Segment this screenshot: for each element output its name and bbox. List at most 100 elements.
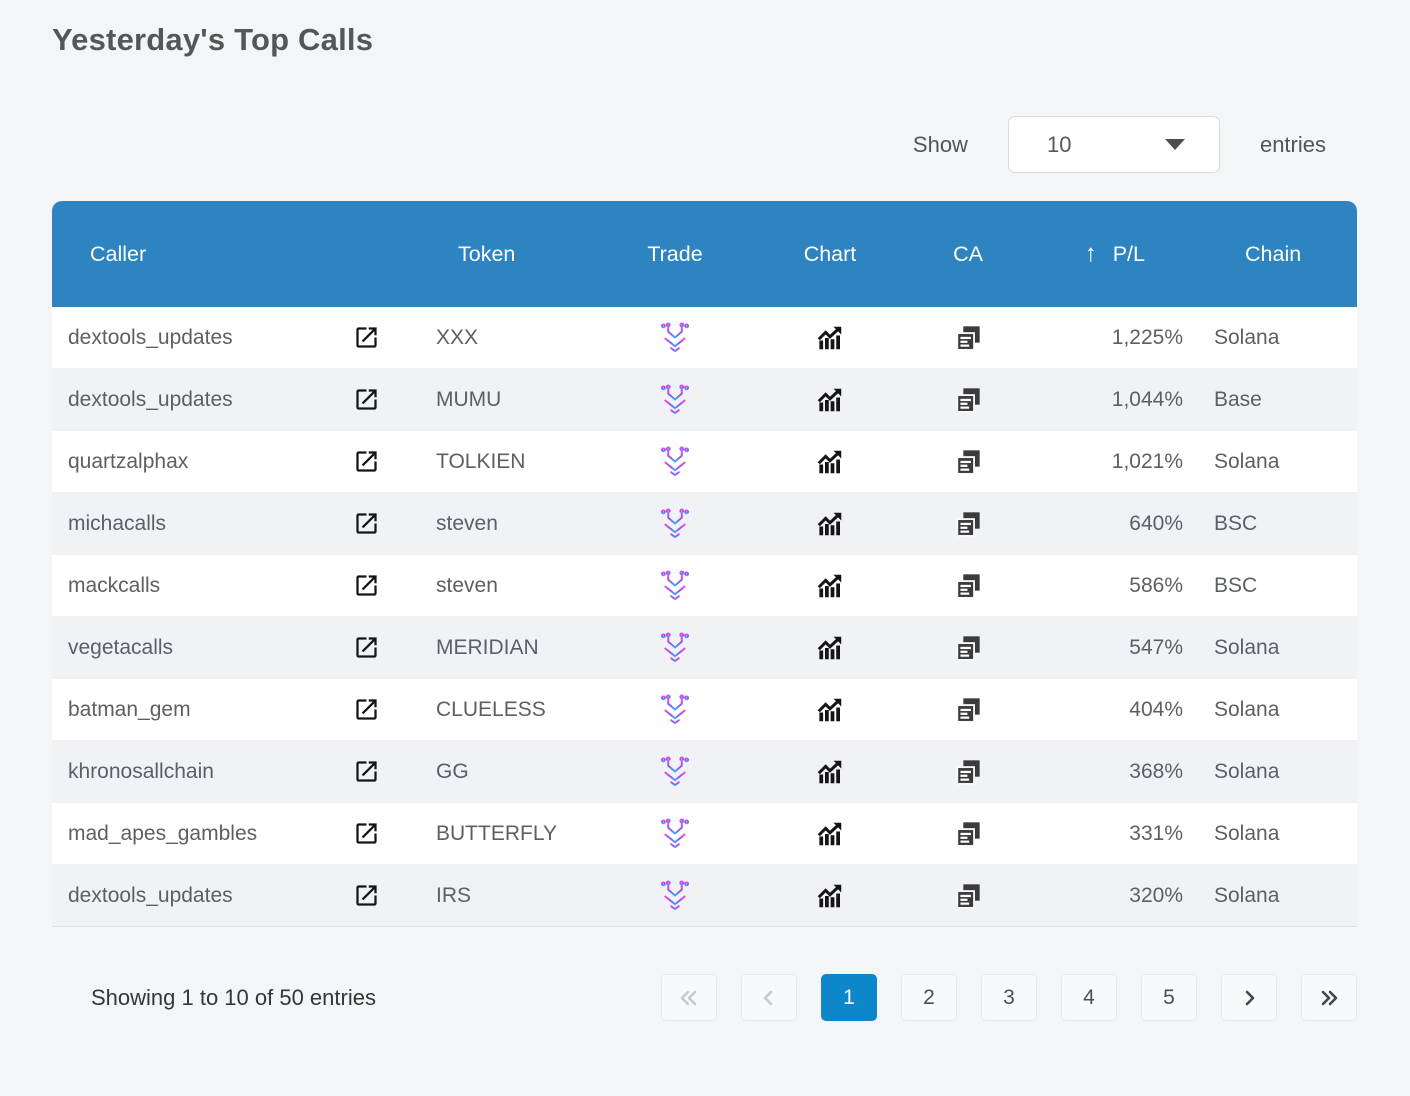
column-header-pl[interactable]: ↑ P/L: [1014, 240, 1183, 268]
caller-name: vegetacalls: [68, 635, 174, 659]
maestro-trade-icon[interactable]: [657, 631, 693, 664]
chain-name: Solana: [1214, 697, 1280, 721]
chain-cell: Solana: [1183, 698, 1357, 722]
open-in-new-icon[interactable]: [353, 324, 380, 351]
pl-cell: 368%: [1014, 760, 1183, 784]
column-header-ca[interactable]: CA: [953, 241, 983, 266]
price-chart-icon[interactable]: [815, 757, 845, 787]
token-cell: BUTTERFLY: [396, 822, 612, 846]
maestro-trade-icon[interactable]: [657, 383, 693, 416]
chain-cell: Solana: [1183, 450, 1357, 474]
page-title: Yesterday's Top Calls: [52, 22, 374, 57]
price-chart-icon[interactable]: [815, 571, 845, 601]
last-page-button[interactable]: [1301, 974, 1357, 1021]
price-chart-icon[interactable]: [815, 819, 845, 849]
token-cell: GG: [396, 760, 612, 784]
token-name: steven: [436, 573, 498, 597]
caller-name: dextools_updates: [68, 387, 233, 411]
entries-select[interactable]: 10: [1007, 116, 1220, 173]
price-chart-icon[interactable]: [815, 633, 845, 663]
open-in-new-icon[interactable]: [353, 634, 380, 661]
page-button-4[interactable]: 4: [1061, 974, 1117, 1021]
token-name: BUTTERFLY: [436, 821, 557, 845]
contract-copy-icon[interactable]: [954, 758, 982, 786]
contract-copy-icon[interactable]: [954, 820, 982, 848]
page-button-1[interactable]: 1: [821, 974, 877, 1021]
price-chart-icon[interactable]: [815, 881, 845, 911]
caller-cell: michacalls: [52, 512, 336, 536]
price-chart-icon[interactable]: [815, 385, 845, 415]
caller-name: mad_apes_gambles: [68, 821, 258, 845]
contract-copy-icon[interactable]: [954, 696, 982, 724]
maestro-trade-icon[interactable]: [657, 507, 693, 540]
page-button-2[interactable]: 2: [901, 974, 957, 1021]
open-in-new-icon[interactable]: [353, 572, 380, 599]
chain-name: Solana: [1214, 883, 1280, 907]
price-chart-icon[interactable]: [815, 509, 845, 539]
table-row: khronosallchain GG: [52, 741, 1357, 803]
price-chart-icon[interactable]: [815, 323, 845, 353]
chain-name: Base: [1214, 387, 1262, 411]
page: Yesterday's Top Calls Show 10 entries Ca…: [52, 22, 1357, 1021]
chain-cell: Solana: [1183, 884, 1357, 908]
contract-copy-icon[interactable]: [954, 882, 982, 910]
column-header-trade[interactable]: Trade: [647, 241, 703, 266]
chain-name: Solana: [1214, 449, 1280, 473]
contract-copy-icon[interactable]: [954, 510, 982, 538]
chain-name: Solana: [1214, 821, 1280, 845]
column-header-chart[interactable]: Chart: [803, 241, 857, 266]
column-header-chain[interactable]: Chain: [1245, 241, 1302, 266]
maestro-trade-icon[interactable]: [657, 445, 693, 478]
first-page-button[interactable]: [661, 974, 717, 1021]
double-chevron-right-icon: [1321, 990, 1338, 1005]
column-header-token[interactable]: Token: [458, 241, 516, 266]
previous-page-button[interactable]: [741, 974, 797, 1021]
pl-cell: 547%: [1014, 636, 1183, 660]
contract-copy-icon[interactable]: [954, 572, 982, 600]
column-header-caller[interactable]: Caller: [90, 241, 147, 266]
token-cell: MUMU: [396, 388, 612, 412]
token-cell: steven: [396, 574, 612, 598]
pl-value: 1,225%: [1111, 325, 1183, 349]
token-name: MUMU: [436, 387, 502, 411]
open-in-new-icon[interactable]: [353, 510, 380, 537]
open-in-new-icon[interactable]: [353, 696, 380, 723]
caller-name: khronosallchain: [68, 759, 214, 783]
open-in-new-icon[interactable]: [353, 758, 380, 785]
open-in-new-icon[interactable]: [353, 386, 380, 413]
open-in-new-icon[interactable]: [353, 820, 380, 847]
table-body: dextools_updates XXX: [52, 307, 1357, 927]
contract-copy-icon[interactable]: [954, 634, 982, 662]
contract-copy-icon[interactable]: [954, 448, 982, 476]
contract-copy-icon[interactable]: [954, 386, 982, 414]
pl-cell: 1,225%: [1014, 326, 1183, 350]
next-page-button[interactable]: [1221, 974, 1277, 1021]
pl-value: 331%: [1129, 821, 1183, 845]
column-header-pl-label: P/L: [1112, 241, 1145, 266]
contract-copy-icon[interactable]: [954, 324, 982, 352]
maestro-trade-icon[interactable]: [657, 879, 693, 912]
pl-cell: 1,021%: [1014, 450, 1183, 474]
maestro-trade-icon[interactable]: [657, 755, 693, 788]
caller-name: quartzalphax: [68, 449, 189, 473]
entries-summary: Showing 1 to 10 of 50 entries: [91, 984, 376, 1010]
price-chart-icon[interactable]: [815, 447, 845, 477]
table-row: dextools_updates IRS: [52, 865, 1357, 927]
caller-cell: dextools_updates: [52, 388, 336, 412]
table-header-row: Caller Token Trade Chart CA ↑ P/L Chain: [52, 201, 1357, 307]
maestro-trade-icon[interactable]: [657, 817, 693, 850]
maestro-trade-icon[interactable]: [657, 693, 693, 726]
caller-name: batman_gem: [68, 697, 191, 721]
table-row: dextools_updates MUMU: [52, 369, 1357, 431]
chain-cell: BSC: [1183, 574, 1357, 598]
pl-value: 547%: [1129, 635, 1183, 659]
open-in-new-icon[interactable]: [353, 448, 380, 475]
caller-cell: mad_apes_gambles: [52, 822, 336, 846]
open-in-new-icon[interactable]: [353, 882, 380, 909]
page-button-3[interactable]: 3: [981, 974, 1037, 1021]
maestro-trade-icon[interactable]: [657, 321, 693, 354]
page-button-5[interactable]: 5: [1141, 974, 1197, 1021]
maestro-trade-icon[interactable]: [657, 569, 693, 602]
pl-cell: 404%: [1014, 698, 1183, 722]
price-chart-icon[interactable]: [815, 695, 845, 725]
